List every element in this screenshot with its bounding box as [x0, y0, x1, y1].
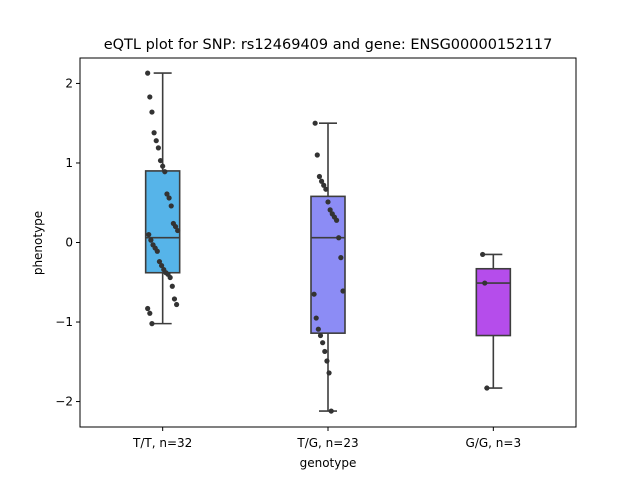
data-point	[312, 120, 318, 126]
data-point	[158, 262, 165, 269]
data-point	[154, 248, 160, 254]
data-point	[336, 235, 342, 241]
data-point	[145, 70, 151, 76]
data-point	[172, 223, 179, 230]
data-point	[160, 163, 166, 169]
data-point	[164, 191, 170, 197]
data-point	[156, 258, 163, 265]
data-point	[327, 207, 333, 213]
data-point	[338, 255, 344, 261]
x-tick-label: T/T, n=32	[132, 436, 192, 450]
data-point	[162, 169, 168, 175]
data-point	[333, 217, 340, 223]
y-tick-label: 2	[65, 76, 73, 90]
data-point	[314, 152, 320, 158]
x-tick-label: T/G, n=23	[296, 436, 358, 450]
data-point	[315, 326, 321, 332]
data-point	[321, 182, 327, 188]
data-point	[169, 283, 175, 289]
data-point	[145, 305, 151, 312]
data-point	[323, 186, 329, 192]
data-point	[171, 296, 178, 302]
data-point	[340, 288, 346, 294]
chart-title: eQTL plot for SNP: rs12469409 and gene: …	[104, 37, 553, 53]
data-point	[157, 157, 164, 164]
data-point	[173, 301, 180, 308]
data-point	[322, 348, 328, 355]
data-point	[149, 109, 155, 115]
data-point	[328, 408, 334, 414]
data-point	[318, 178, 325, 184]
data-point	[325, 199, 331, 205]
data-point	[146, 231, 152, 238]
box-2	[310, 195, 346, 334]
data-point	[151, 130, 157, 136]
data-point	[320, 340, 326, 346]
y-axis-label: phenotype	[31, 211, 45, 275]
data-point	[175, 227, 181, 234]
data-point	[317, 332, 324, 339]
data-point	[147, 94, 153, 100]
data-point	[484, 385, 490, 391]
y-tick-label: −2	[55, 395, 73, 409]
data-point	[326, 370, 332, 376]
data-point	[166, 195, 172, 201]
data-point	[168, 203, 174, 209]
data-point	[148, 237, 154, 243]
data-point	[324, 358, 330, 364]
data-point	[147, 310, 153, 316]
data-point	[482, 280, 488, 286]
data-point	[316, 173, 323, 180]
data-point	[167, 274, 173, 281]
y-tick-label: −1	[55, 315, 73, 329]
y-tick-label: 0	[65, 236, 73, 250]
data-point	[311, 291, 317, 297]
data-point	[155, 145, 161, 151]
data-point	[313, 315, 319, 321]
data-point	[149, 321, 155, 327]
box-3	[475, 267, 512, 337]
y-tick-label: 1	[65, 156, 73, 170]
x-tick-label: G/G, n=3	[466, 436, 522, 450]
data-point	[480, 251, 486, 258]
data-point	[153, 138, 159, 144]
x-axis-label: genotype	[300, 456, 357, 470]
